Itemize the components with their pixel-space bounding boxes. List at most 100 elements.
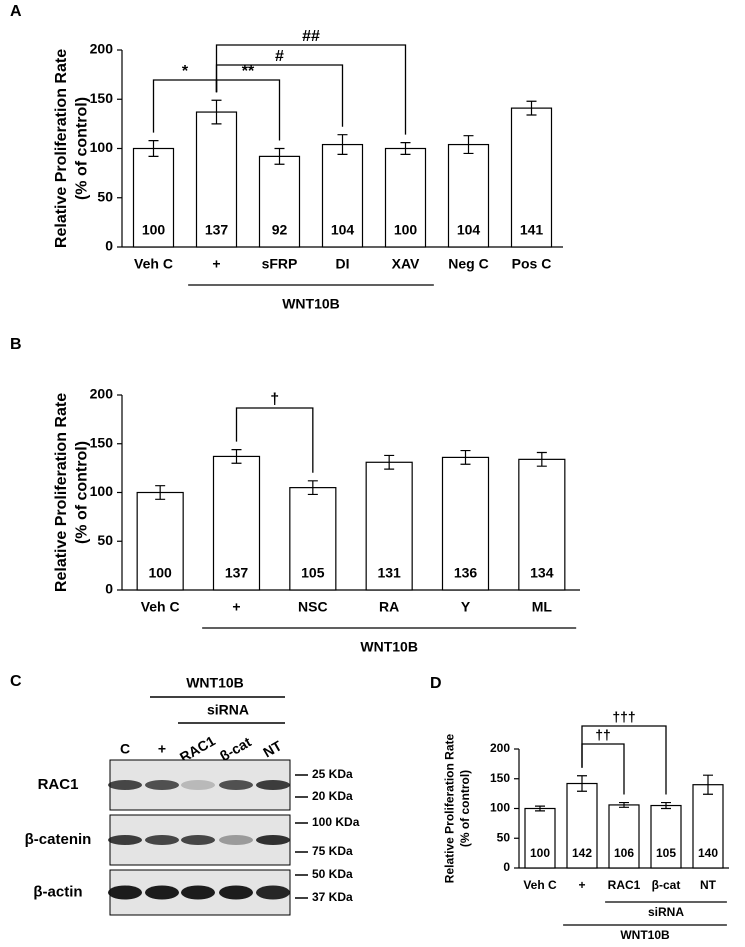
group-label: WNT10B	[282, 296, 340, 312]
blot-band	[181, 835, 215, 845]
value-label: 100	[530, 846, 550, 860]
blot-band	[219, 835, 253, 845]
value-label: 131	[377, 565, 401, 581]
blot-band	[145, 780, 179, 790]
y-tick-label: 100	[90, 139, 114, 155]
significance-label: †††	[612, 709, 635, 725]
marker-label: 75 KDa	[312, 844, 353, 858]
value-label: 100	[148, 565, 172, 581]
panel-label: C	[10, 673, 22, 690]
x-tick-label: Veh C	[141, 599, 180, 615]
significance-label: #	[275, 48, 284, 65]
bar	[384, 147, 427, 248]
marker-label: 50 KDa	[312, 867, 353, 881]
y-axis-label: (% of control)	[458, 770, 472, 847]
x-tick-label: +	[212, 256, 220, 272]
significance-bracket	[215, 44, 407, 135]
bar	[518, 458, 566, 591]
value-label: 92	[272, 222, 288, 238]
blot-band	[256, 780, 290, 790]
error-bar	[337, 134, 348, 156]
error-bar	[384, 454, 395, 470]
error-bar	[535, 805, 545, 812]
error-bar	[231, 449, 242, 464]
blot-band	[108, 780, 142, 790]
value-label: 106	[614, 846, 634, 860]
x-tick-label: NT	[700, 878, 717, 892]
error-bar	[400, 141, 411, 156]
x-tick-label: Y	[461, 599, 471, 615]
y-tick-label: 200	[490, 741, 510, 755]
error-bar	[577, 775, 587, 792]
x-tick-label: DI	[336, 256, 350, 272]
significance-label: **	[242, 63, 255, 80]
bar	[441, 456, 490, 591]
lane-label: NT	[260, 737, 285, 760]
bar	[692, 784, 724, 869]
y-tick-label: 0	[503, 860, 510, 874]
value-label: 142	[572, 846, 592, 860]
panel-label: D	[430, 675, 442, 692]
value-label: 105	[656, 846, 676, 860]
bar	[289, 487, 337, 591]
row-label: RAC1	[38, 776, 79, 793]
bar	[510, 107, 553, 248]
error-bar	[211, 99, 222, 125]
blot-band	[256, 835, 290, 845]
x-tick-label: RAC1	[608, 878, 641, 892]
bar	[566, 782, 598, 869]
x-tick-label: β-cat	[652, 878, 681, 892]
blot-band	[256, 885, 290, 900]
blot-band	[108, 835, 142, 845]
y-tick-label: 150	[90, 434, 114, 450]
significance-label: ##	[302, 28, 320, 45]
bar	[608, 804, 640, 869]
group-label: siRNA	[648, 905, 684, 919]
error-bar	[463, 135, 474, 155]
x-tick-label: Veh C	[523, 878, 557, 892]
y-tick-label: 100	[490, 801, 510, 815]
y-tick-label: 150	[90, 90, 114, 106]
error-bar	[661, 801, 671, 810]
y-tick-label: 150	[490, 771, 510, 785]
row-label: β-catenin	[25, 831, 92, 848]
x-tick-label: RA	[379, 599, 399, 615]
y-axis-label: (% of control)	[74, 97, 91, 200]
bar	[136, 491, 184, 591]
group-label: WNT10B	[620, 928, 670, 942]
x-tick-label: Veh C	[134, 256, 173, 272]
blot-band	[145, 885, 179, 900]
error-bar	[536, 451, 547, 467]
blot-band	[219, 780, 253, 790]
value-label: 134	[530, 565, 554, 581]
value-label: 141	[520, 222, 544, 238]
significance-label: ††	[595, 727, 611, 743]
error-bar	[526, 100, 537, 116]
bar	[212, 455, 261, 591]
error-bar	[148, 140, 159, 157]
x-tick-label: +	[232, 599, 240, 615]
row-label: β-actin	[33, 883, 82, 900]
blot-band	[181, 885, 215, 900]
y-tick-label: 50	[97, 188, 113, 204]
error-bar	[619, 801, 629, 808]
marker-label: 100 KDa	[312, 815, 360, 829]
value-label: 136	[454, 565, 478, 581]
x-tick-label: NSC	[298, 599, 328, 615]
value-label: 104	[457, 222, 481, 238]
value-label: 100	[394, 222, 418, 238]
significance-label: *	[182, 63, 189, 80]
value-label: 137	[205, 222, 229, 238]
error-bar	[460, 449, 471, 465]
x-tick-label: +	[578, 878, 585, 892]
significance-bracket	[235, 407, 314, 473]
bar	[365, 461, 413, 591]
value-label: 100	[142, 222, 166, 238]
significance-label: †	[270, 391, 279, 408]
panel-label: B	[10, 336, 22, 353]
group-label: WNT10B	[360, 639, 418, 655]
x-tick-label: Neg C	[448, 256, 488, 272]
y-axis-label: Relative Proliferation Rate	[442, 733, 456, 883]
bar	[321, 143, 364, 248]
